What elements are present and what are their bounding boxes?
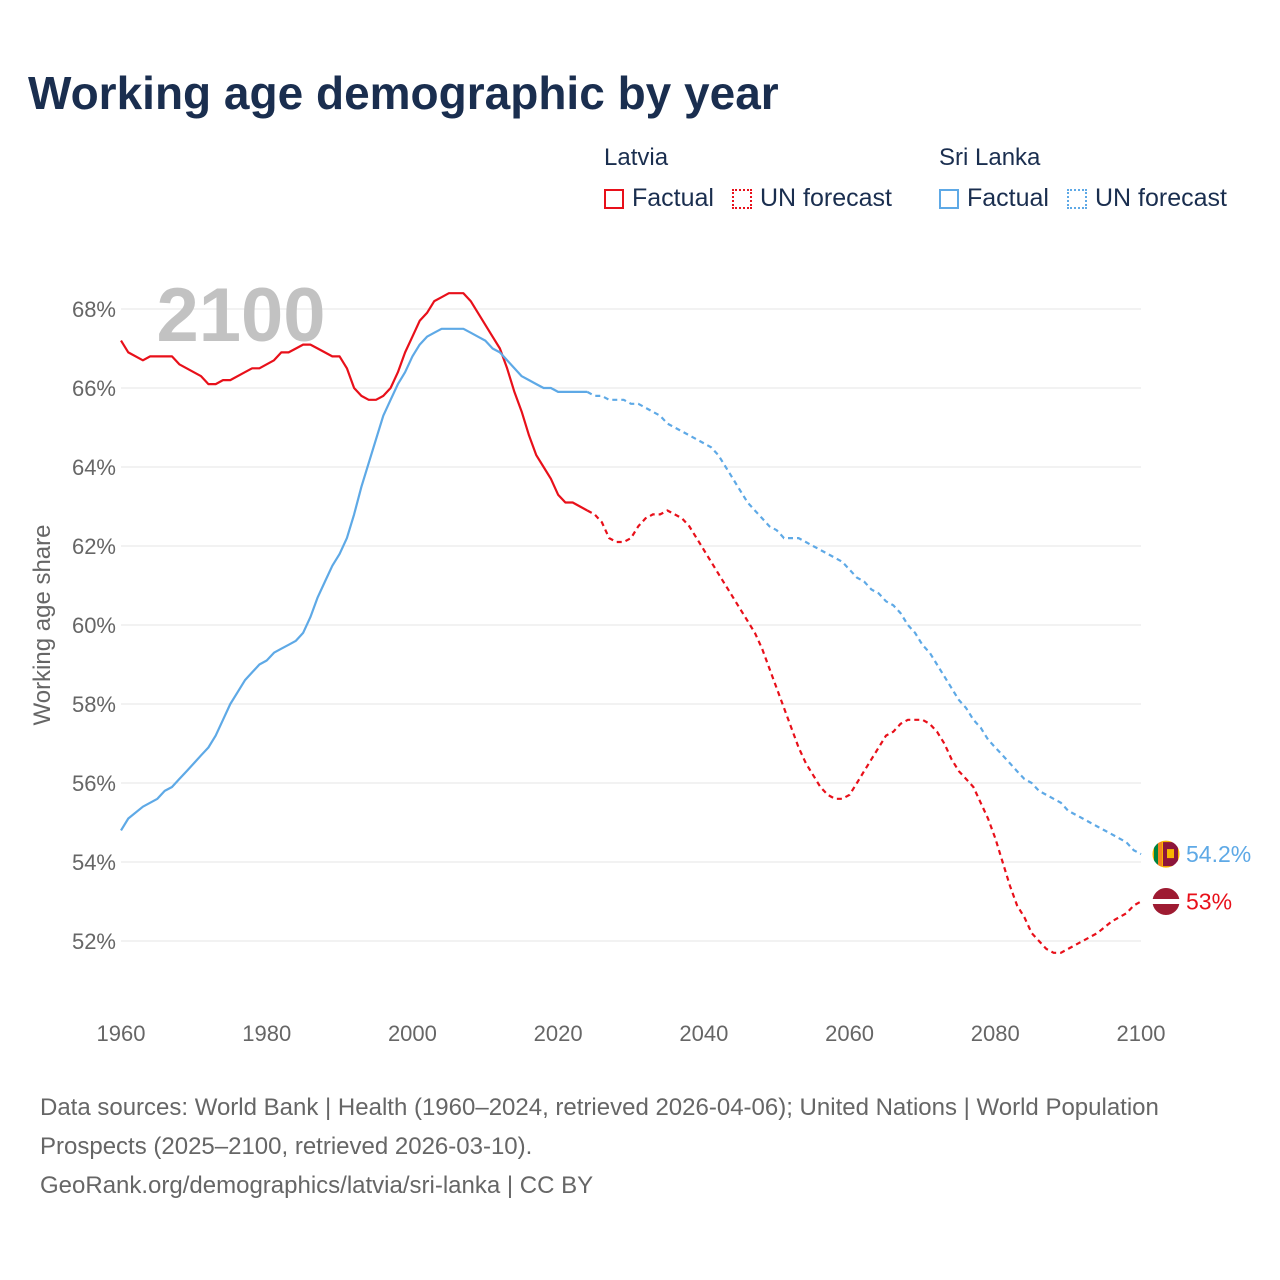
y-tick-label: 68%: [72, 297, 116, 322]
footer-sources: Data sources: World Bank | Health (1960–…: [40, 1094, 1159, 1160]
legend-sri-lanka: Sri Lanka Factual UN forecast: [939, 144, 1245, 213]
y-axis-label: Working age share: [29, 525, 56, 726]
y-tick-label: 60%: [72, 613, 116, 638]
y-axis-ticks: 52% 54% 56% 58% 60% 62% 64% 66% 68%: [72, 297, 116, 954]
flag-sri-lanka-icon: [1152, 840, 1180, 869]
series-line-latvia-forecast[interactable]: [586, 509, 1142, 954]
legend-latvia: Latvia Factual UN forecast: [604, 144, 910, 213]
y-tick-label: 56%: [72, 771, 116, 796]
x-axis-ticks: 1960 1980 2000 2020 2040 2060 2080 2100: [97, 1021, 1166, 1046]
x-tick-label: 1980: [242, 1021, 291, 1046]
legend-label-sri-lanka-forecast: UN forecast: [1094, 184, 1227, 212]
end-value-label-latvia: 53%: [1186, 889, 1232, 915]
chart-title: Working age demographic by year: [28, 67, 779, 119]
end-value-label-sri-lanka: 54.2%: [1186, 841, 1251, 867]
legend-country-latvia: Latvia: [604, 144, 669, 171]
legend-item-latvia-factual[interactable]: Factual: [604, 184, 714, 213]
y-tick-label: 52%: [72, 929, 116, 954]
x-tick-label: 2000: [388, 1021, 437, 1046]
series-line-sri-lanka-factual[interactable]: [120, 327, 588, 831]
legend-country-sri-lanka: Sri Lanka: [939, 144, 1041, 171]
flag-latvia-icon: [1152, 887, 1180, 916]
legend-label-latvia-factual: Factual: [632, 184, 714, 212]
legend-swatch-latvia-factual: [604, 188, 624, 209]
x-tick-label: 2040: [679, 1021, 728, 1046]
footer-credit: GeoRank.org/demographics/latvia/sri-lank…: [40, 1172, 594, 1199]
end-markers: 53% 54.2%: [1151, 839, 1251, 916]
x-tick-label: 1960: [97, 1021, 146, 1046]
x-tick-label: 2100: [1117, 1021, 1166, 1046]
line-chart: 52% 54% 56% 58% 60% 62% 64% 66% 68% 1960 1980 2000…: [29, 273, 1251, 1046]
legend-label-sri-lanka-factual: Factual: [967, 184, 1049, 212]
x-tick-label: 2060: [825, 1021, 874, 1046]
y-tick-label: 64%: [72, 455, 116, 480]
legend-item-sri-lanka-forecast[interactable]: UN forecast: [1066, 184, 1227, 213]
legend-item-latvia-forecast[interactable]: UN forecast: [731, 184, 892, 213]
legend-swatch-sri-lanka-factual: [939, 188, 959, 209]
x-tick-label: 2020: [534, 1021, 583, 1046]
series-line-sri-lanka-forecast[interactable]: [586, 390, 1142, 856]
series-line-latvia-factual[interactable]: [120, 292, 588, 512]
y-tick-label: 66%: [72, 376, 116, 401]
y-tick-label: 62%: [72, 534, 116, 559]
legend-label-latvia-forecast: UN forecast: [759, 184, 892, 212]
legend-item-sri-lanka-factual[interactable]: Factual: [939, 184, 1049, 213]
series-lines: [120, 292, 1142, 954]
y-tick-label: 58%: [72, 692, 116, 717]
end-marker-latvia: 53%: [1151, 887, 1232, 916]
footer: Data sources: World Bank | Health (1960–…: [40, 1088, 1220, 1205]
legend-swatch-sri-lanka-forecast: [1066, 188, 1087, 209]
end-marker-sri-lanka: 54.2%: [1151, 839, 1251, 869]
y-tick-label: 54%: [72, 850, 116, 875]
x-tick-label: 2080: [971, 1021, 1020, 1046]
legend-swatch-latvia-forecast: [731, 188, 752, 209]
year-label: 2100: [156, 273, 325, 358]
grid-lines: [121, 308, 1141, 942]
